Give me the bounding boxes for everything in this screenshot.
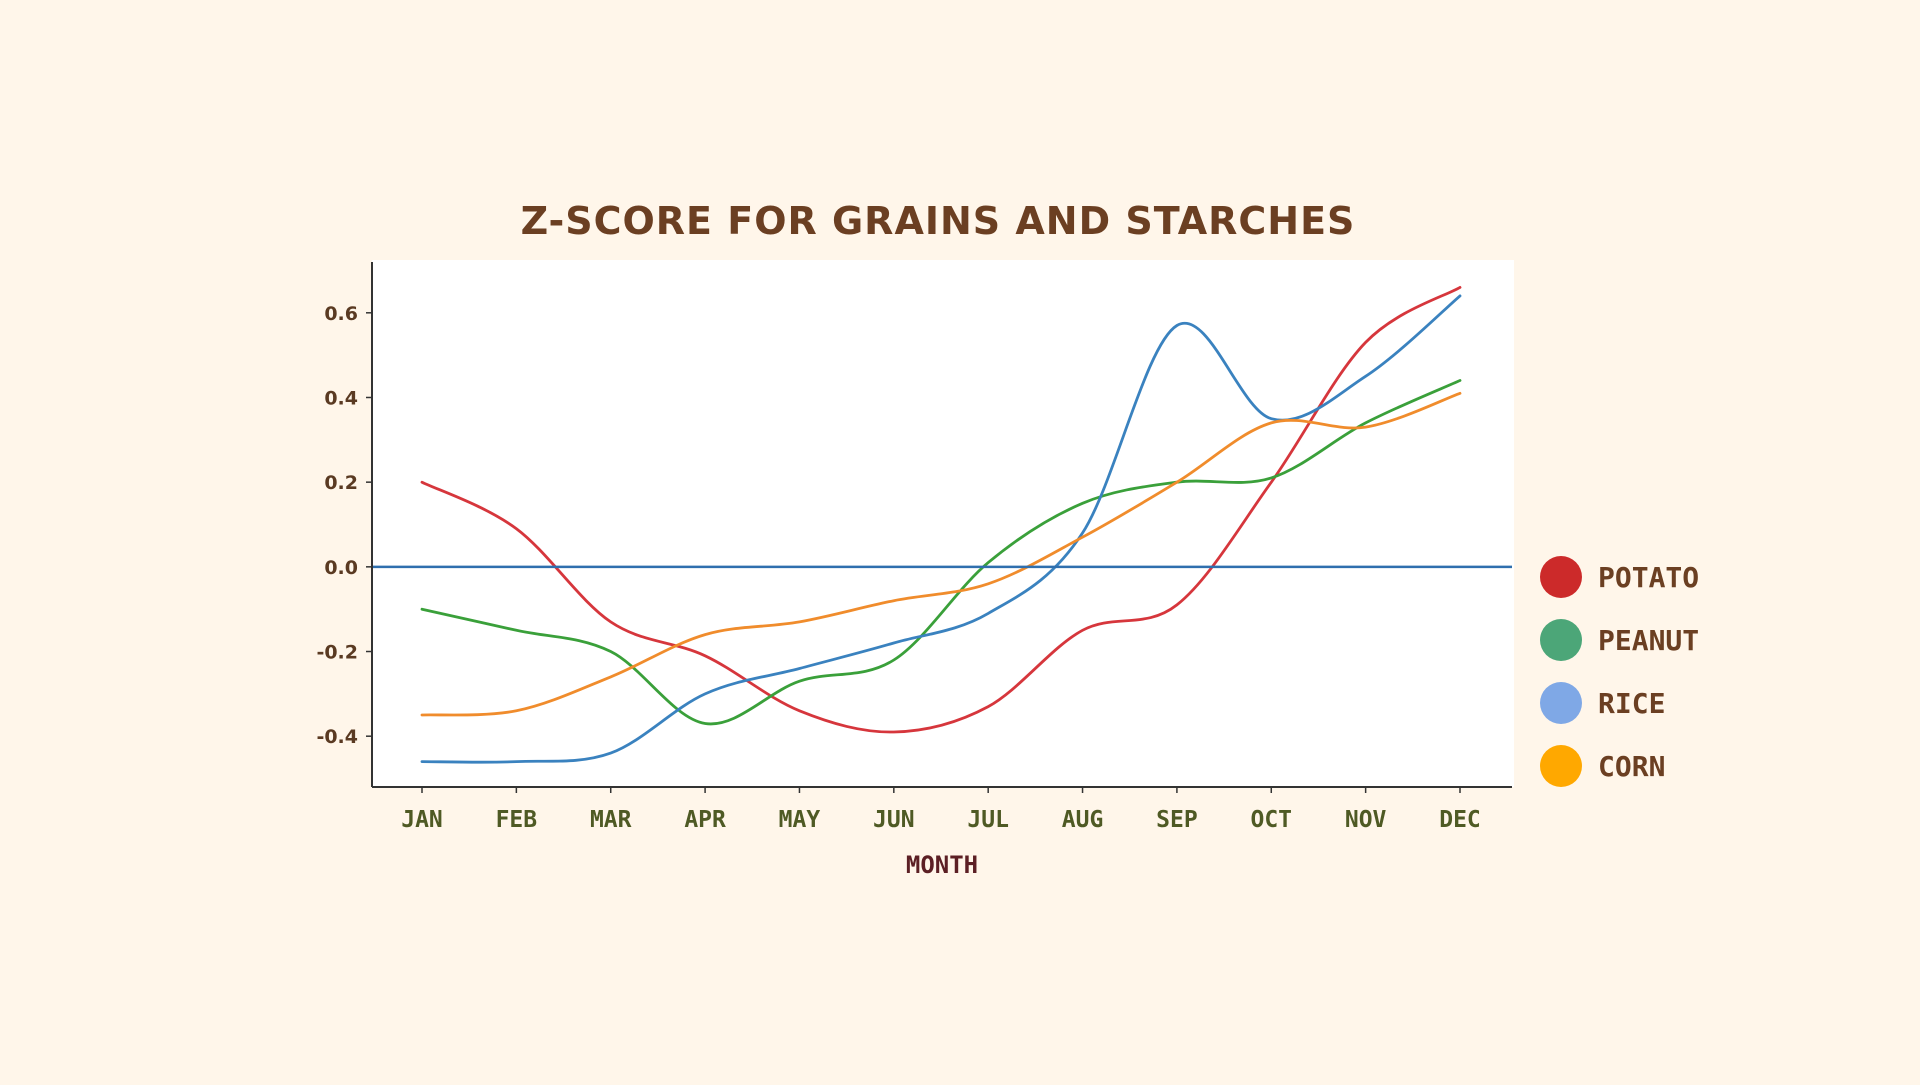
x-ticks: JAN FEB MAR APR MAY JUN JUL AUG SEP OCT NOV DEC xyxy=(401,787,1481,833)
legend-swatch-potato xyxy=(1540,556,1582,598)
x-tick-label-apr: APR xyxy=(684,807,726,833)
legend: POTATO PEANUT RICE CORN xyxy=(1540,556,1699,787)
legend-swatch-peanut xyxy=(1540,619,1582,661)
x-tick-label-nov: NOV xyxy=(1345,807,1387,833)
x-tick-label-jun: JUN xyxy=(873,807,915,833)
legend-label-peanut: PEANUT xyxy=(1598,624,1699,657)
plot-area xyxy=(372,260,1514,787)
x-tick-label-jan: JAN xyxy=(401,807,443,833)
legend-label-corn: CORN xyxy=(1598,750,1665,783)
legend-label-potato: POTATO xyxy=(1598,561,1699,594)
x-tick-label-dec: DEC xyxy=(1439,807,1481,833)
y-tick-label: 0.4 xyxy=(324,387,358,409)
legend-swatch-corn xyxy=(1540,745,1582,787)
x-tick-label-aug: AUG xyxy=(1062,807,1104,833)
x-tick-label-oct: OCT xyxy=(1250,807,1292,833)
legend-swatch-rice xyxy=(1540,682,1582,724)
y-tick-label: 0.6 xyxy=(324,303,358,325)
chart-title: Z-SCORE FOR GRAINS AND STARCHES xyxy=(521,199,1356,243)
legend-label-rice: RICE xyxy=(1598,687,1665,720)
x-tick-label-mar: MAR xyxy=(590,807,632,833)
series-line-peanut xyxy=(420,379,1462,726)
x-axis-label: MONTH xyxy=(906,851,978,879)
x-tick-label-feb: FEB xyxy=(496,807,538,833)
y-tick-label: -0.4 xyxy=(316,726,358,748)
x-tick-label-may: MAY xyxy=(779,807,821,833)
x-tick-label-sep: SEP xyxy=(1156,807,1198,833)
y-tick-label: -0.2 xyxy=(316,642,358,664)
y-tick-label: 0.0 xyxy=(324,557,358,579)
y-tick-label: 0.2 xyxy=(324,472,358,494)
series-line-potato xyxy=(420,286,1462,734)
y-ticks: -0.4 -0.2 0.0 0.2 0.4 0.6 xyxy=(316,303,372,748)
x-tick-label-jul: JUL xyxy=(967,807,1009,833)
series-line-corn xyxy=(420,391,1462,717)
series-layer xyxy=(420,286,1462,764)
